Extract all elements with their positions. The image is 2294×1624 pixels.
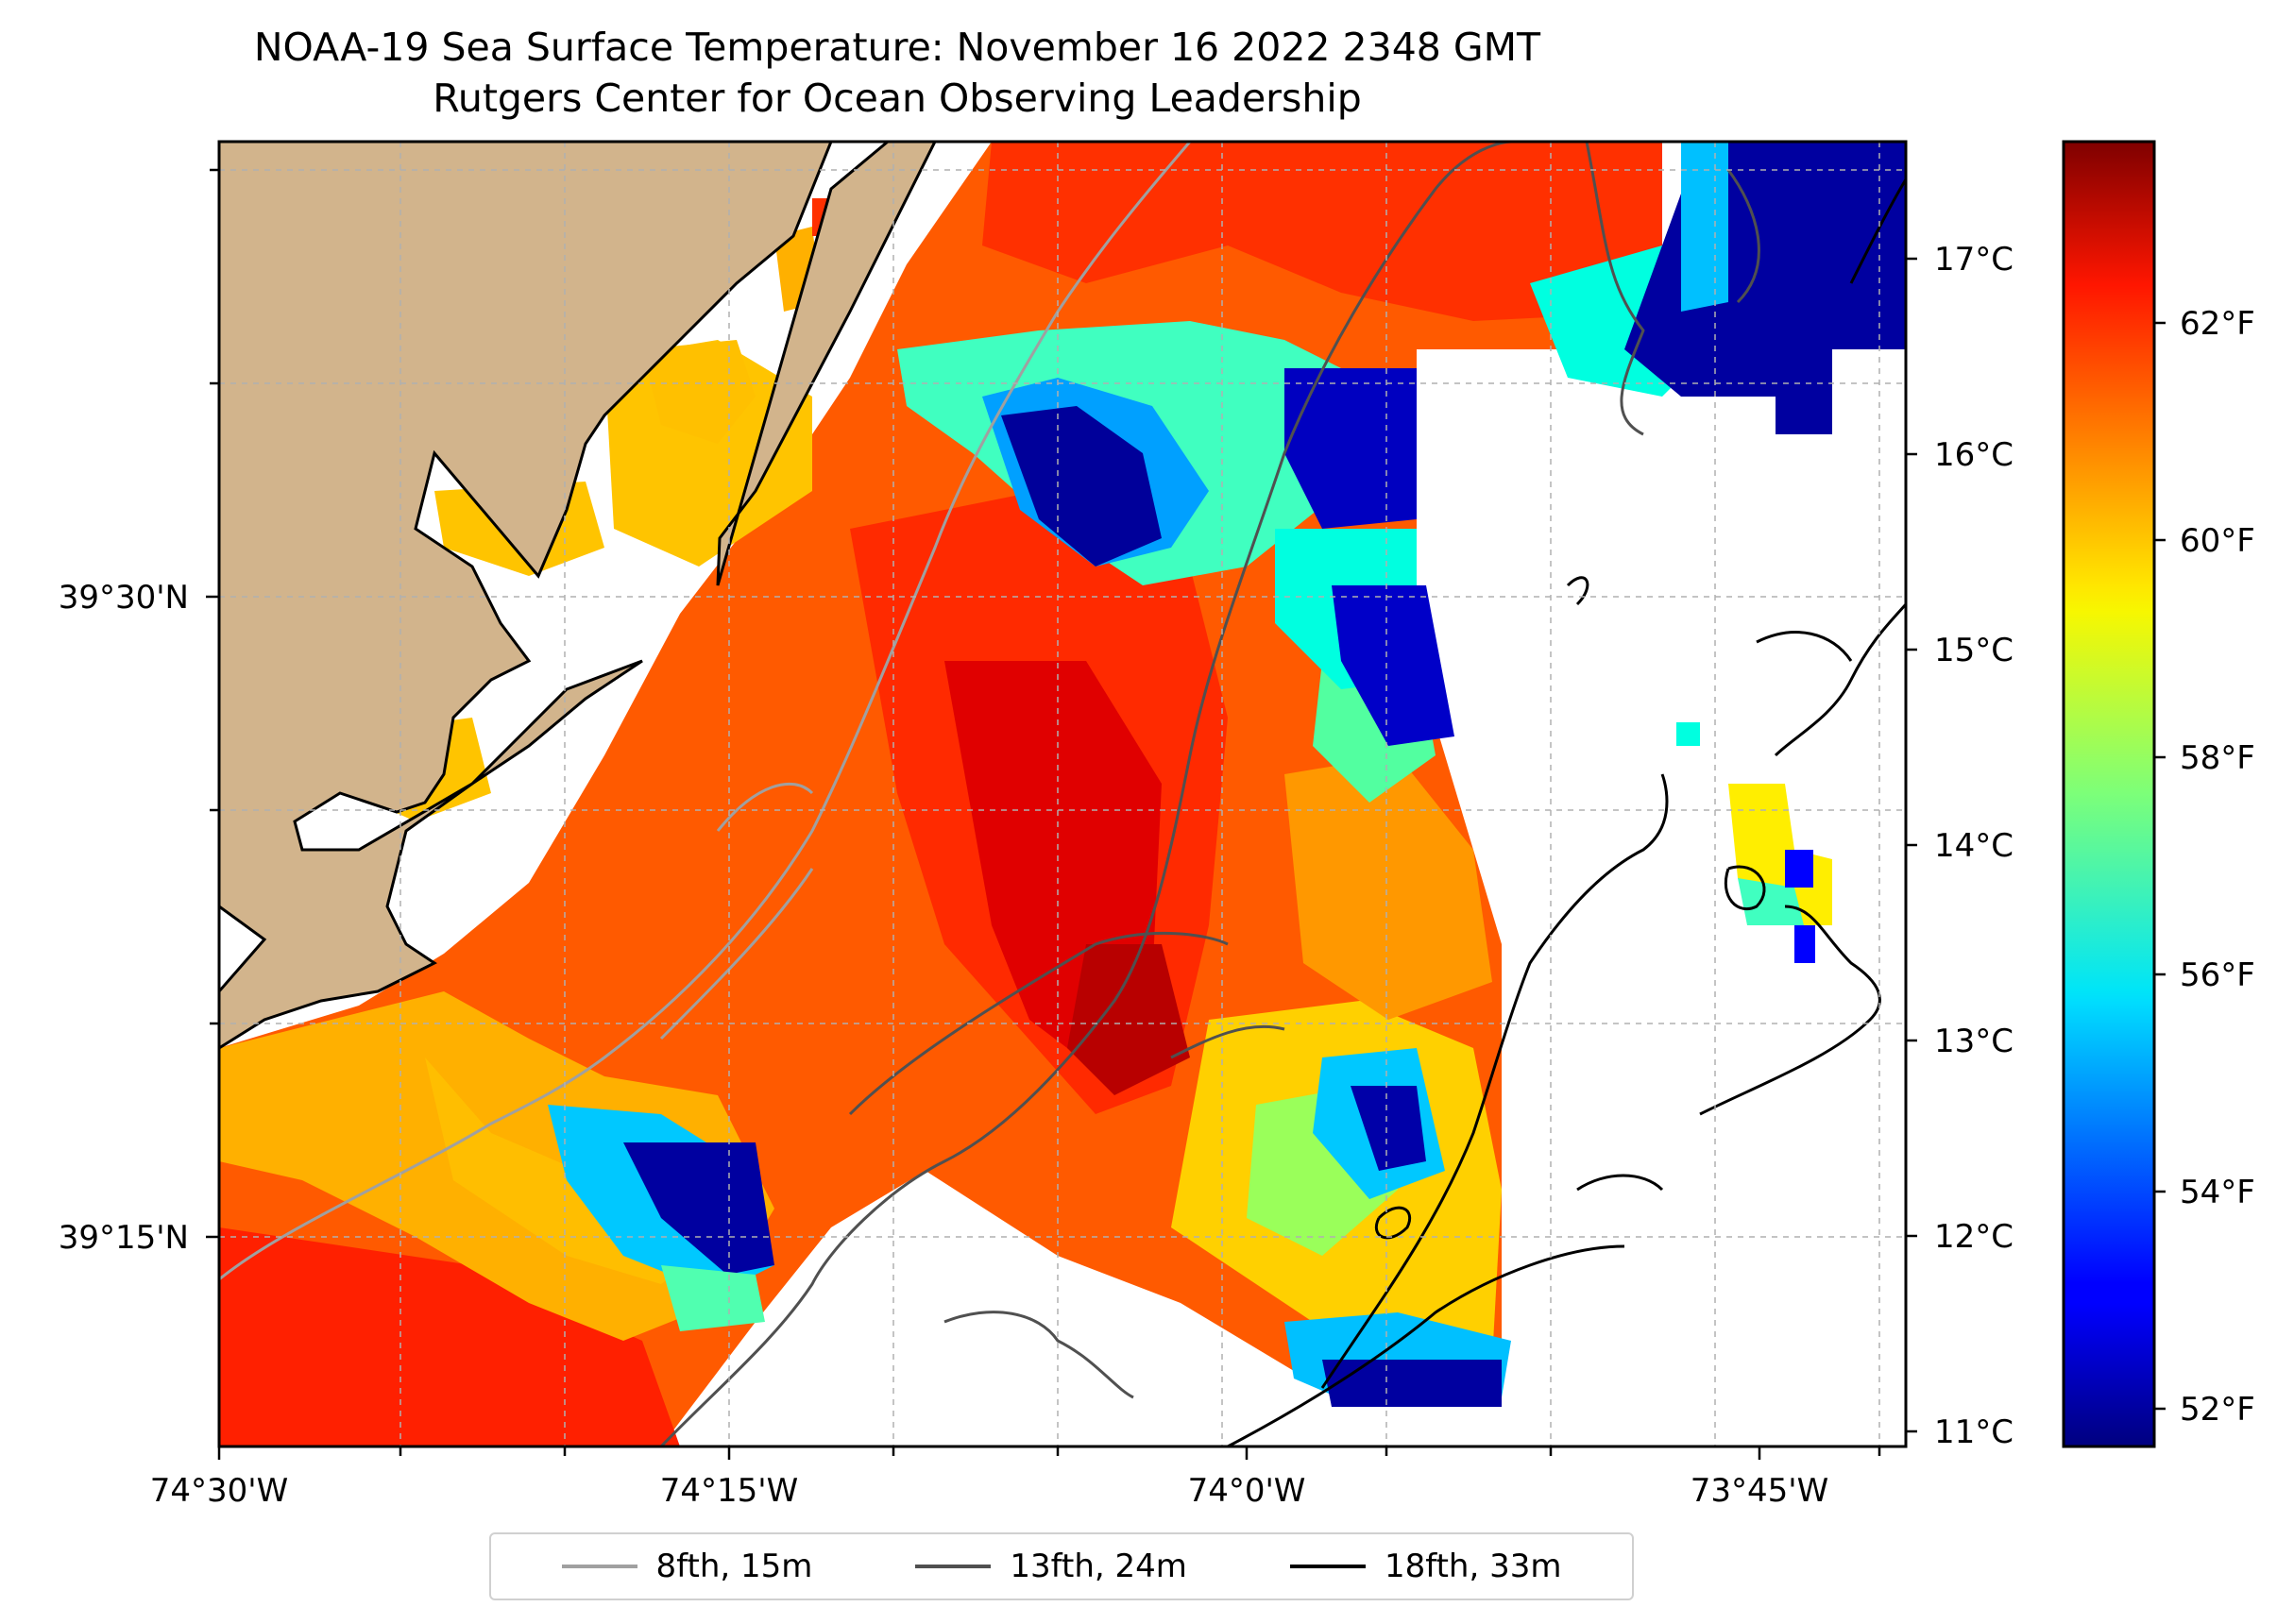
fahrenheit-tick-label: 58°F (2180, 739, 2255, 777)
legend-item-8fth: 8fth, 15m (561, 1548, 813, 1585)
map-subtitle: Rutgers Center for Ocean Observing Leade… (433, 76, 1362, 121)
legend-line-swatch (1289, 1565, 1366, 1568)
legend-label: 18fth, 33m (1384, 1548, 1562, 1585)
lon-tick-label: 73°45'W (1691, 1472, 1829, 1510)
celsius-tick-label: 11°C (1934, 1413, 2014, 1451)
contour-legend: 8fth, 15m 13fth, 24m 18fth, 33m (489, 1532, 1634, 1600)
map-frame (217, 140, 1908, 1448)
legend-item-18fth: 18fth, 33m (1289, 1548, 1562, 1585)
celsius-tick-label: 17°C (1934, 241, 2014, 279)
land (219, 142, 937, 1050)
celsius-ticks (1906, 257, 1917, 1433)
legend-label: 13fth, 24m (1010, 1548, 1187, 1585)
axis-ticks (206, 168, 1881, 1460)
fahrenheit-tick-label: 56°F (2180, 956, 2255, 994)
legend-line-swatch (561, 1565, 637, 1568)
celsius-tick-label: 14°C (1934, 827, 2014, 865)
fahrenheit-tick-label: 62°F (2180, 305, 2255, 343)
colorbar (2062, 140, 2156, 1448)
legend-line-swatch (915, 1565, 992, 1568)
lon-tick-label: 74°15'W (660, 1472, 799, 1510)
celsius-tick-label: 13°C (1934, 1023, 2014, 1060)
contour-13fth (659, 142, 1512, 1446)
celsius-tick-label: 12°C (1934, 1218, 2014, 1256)
lat-tick-label: 39°15'N (59, 1219, 189, 1257)
lon-tick-label: 74°0'W (1188, 1472, 1306, 1510)
fahrenheit-ticks (2154, 321, 2166, 1411)
fahrenheit-tick-label: 60°F (2180, 522, 2255, 560)
fahrenheit-tick-label: 52°F (2180, 1391, 2255, 1429)
map-title: NOAA-19 Sea Surface Temperature: Novembe… (253, 25, 1541, 70)
legend-item-13fth: 13fth, 24m (915, 1548, 1187, 1585)
contour-18fth (1320, 773, 1669, 1389)
lon-tick-label: 74°30'W (150, 1472, 289, 1510)
celsius-tick-label: 16°C (1934, 436, 2014, 474)
legend-label: 8fth, 15m (655, 1548, 813, 1585)
celsius-tick-label: 15°C (1934, 632, 2014, 669)
lat-tick-label: 39°30'N (59, 579, 189, 617)
fahrenheit-tick-label: 54°F (2180, 1174, 2255, 1211)
gridlines (219, 142, 1906, 1446)
